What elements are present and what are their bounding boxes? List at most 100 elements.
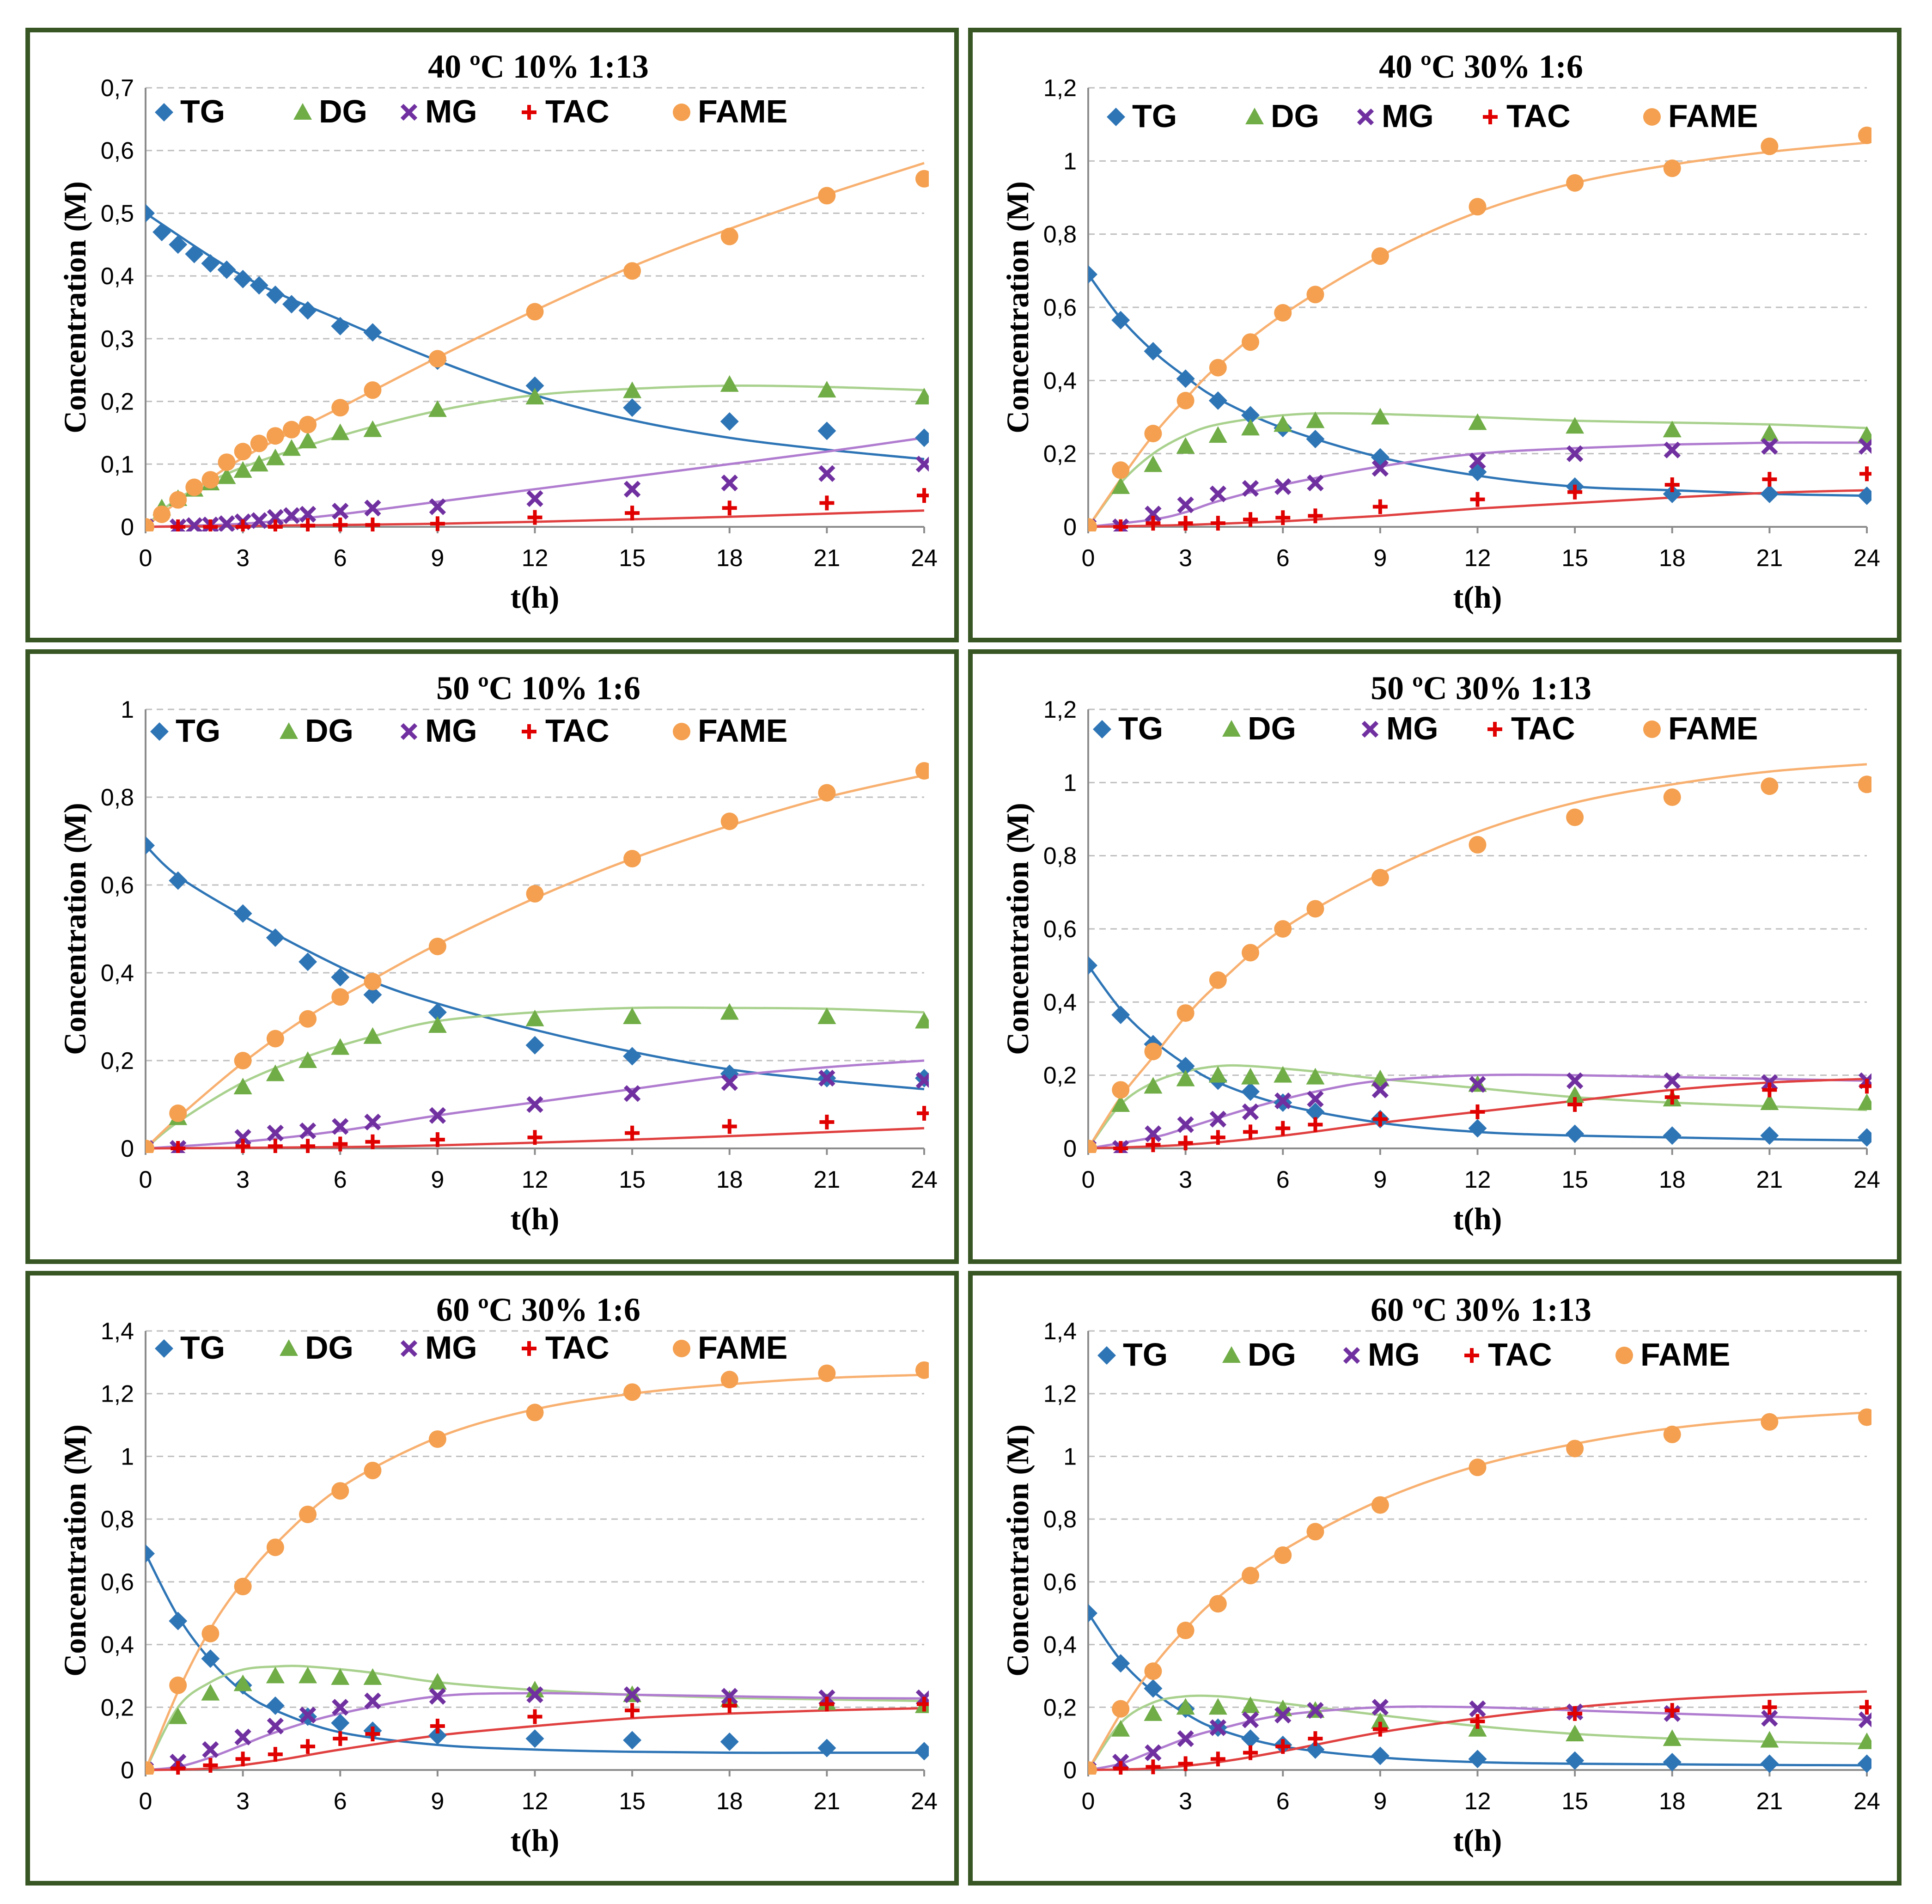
point-tac [333, 1136, 348, 1152]
legend-label-tg: TG [1118, 710, 1163, 746]
x-tick-label: 6 [334, 1788, 347, 1815]
point-mg [1145, 506, 1162, 523]
point-fame [1761, 777, 1779, 795]
x-axis-label: t(h) [511, 580, 560, 615]
point-fame [1858, 1408, 1871, 1426]
point-mg [267, 1717, 284, 1735]
point-tg [1306, 430, 1325, 448]
point-mg [1371, 1081, 1389, 1098]
point-tg [233, 269, 252, 288]
fit-line-tac [1088, 1690, 1867, 1771]
legend-label-mg: MG [425, 713, 477, 749]
point-tac [1243, 1124, 1258, 1140]
fit-line-mg [146, 1692, 925, 1771]
point-mg [1566, 445, 1584, 462]
point-tg [331, 968, 350, 987]
point-mg [1761, 438, 1778, 455]
x-tick-label: 12 [1464, 1166, 1491, 1193]
point-dg [525, 1009, 544, 1026]
point-fame [1469, 1459, 1487, 1477]
point-fame [818, 187, 836, 205]
point-tg [250, 276, 268, 295]
point-fame [720, 227, 738, 245]
legend-label-tg: TG [1123, 1336, 1168, 1373]
point-tac [1470, 492, 1485, 507]
legend-label-fame: FAME [698, 713, 787, 749]
point-tac [1210, 1751, 1225, 1767]
chart-title: 50 ºC 10% 1:6 [436, 670, 640, 707]
x-tick-label: 18 [716, 1166, 743, 1193]
y-tick-label: 0,8 [101, 1506, 134, 1533]
point-tg [525, 376, 544, 395]
point-tg [1566, 1751, 1585, 1770]
x-tick-label: 24 [1853, 1788, 1880, 1815]
point-tg [1858, 1754, 1871, 1773]
point-tg [1176, 369, 1195, 388]
y-tick-label: 0,4 [1043, 1632, 1077, 1659]
point-mg [1469, 1076, 1486, 1093]
point-fame [1209, 359, 1227, 377]
y-axis-label: Concentration (M) [1000, 181, 1035, 433]
point-fame [1274, 1546, 1292, 1564]
point-tac [819, 1697, 835, 1712]
point-fame [428, 350, 446, 368]
point-mg [1177, 1116, 1194, 1133]
legend-marker-tac [1483, 110, 1498, 124]
point-fame [331, 399, 349, 417]
y-tick-label: 0,8 [1043, 843, 1077, 870]
point-tac [1308, 508, 1323, 524]
x-tick-label: 9 [1373, 1788, 1387, 1815]
point-tac [300, 1739, 316, 1754]
point-tac [1859, 1700, 1871, 1715]
point-dg [331, 1038, 350, 1055]
point-tg [1858, 486, 1871, 505]
point-tac [1146, 516, 1161, 531]
x-tick-label: 3 [1179, 1788, 1192, 1815]
point-tac [819, 495, 835, 511]
legend-label-tac: TAC [1506, 98, 1571, 134]
y-tick-label: 1 [121, 1443, 134, 1470]
x-tick-label: 24 [911, 1788, 938, 1815]
x-tick-label: 15 [619, 1166, 646, 1193]
chart-svg: 50 ºC 10% 1:6 0 0,2 0,4 0,6 0,8 1 0 3 6 9 12 15 18 21 2… [57, 670, 938, 1236]
point-dg [525, 388, 544, 405]
point-tac [1275, 1739, 1291, 1754]
fit-line-fame [146, 774, 925, 1149]
x-tick-label: 3 [1179, 1166, 1192, 1193]
point-dg [1566, 417, 1585, 434]
x-tick-label: 0 [1082, 1788, 1095, 1815]
point-fame [1566, 808, 1584, 826]
chart-svg: 40 ºC 30% 1:6 0 0,2 0,4 0,6 0,8 1 1,2 0 3 6 9 12 15 18… [1000, 48, 1880, 615]
point-tg [525, 1729, 544, 1748]
point-tg [1760, 484, 1779, 503]
point-fame [1144, 1662, 1162, 1680]
y-tick-label: 0 [121, 1135, 134, 1162]
y-tick-label: 0,8 [1043, 1506, 1077, 1533]
point-tac [203, 519, 218, 531]
legend-marker-dg [293, 103, 312, 120]
x-tick-label: 21 [1756, 1788, 1783, 1815]
point-tac [171, 1141, 186, 1153]
point-tg [915, 428, 929, 447]
point-mg [1371, 460, 1389, 477]
legend-marker-mg [400, 723, 418, 740]
point-fame [526, 885, 544, 903]
point-dg [1208, 426, 1227, 443]
point-mg [1177, 1730, 1194, 1747]
y-tick-label: 0 [1063, 1757, 1077, 1784]
point-mg [1177, 496, 1194, 513]
point-dg [1241, 1696, 1260, 1713]
point-tg [623, 398, 642, 417]
point-dg [201, 1684, 220, 1701]
series-tg [146, 836, 929, 1087]
point-tac [917, 488, 929, 503]
point-tg [623, 1047, 642, 1066]
point-dg [1274, 1066, 1292, 1083]
chart-svg: 60 ºC 30% 1:13 0 0,2 0,4 0,6 0,8 1 1,2 1,4 0 3 6 9 12… [1000, 1291, 1880, 1858]
fit-line-fame [146, 162, 925, 528]
point-fame [1566, 1440, 1584, 1458]
point-dg [1144, 1077, 1163, 1094]
point-tac [1567, 484, 1583, 500]
y-tick-label: 0 [1063, 1135, 1077, 1162]
point-mg [721, 1074, 738, 1091]
